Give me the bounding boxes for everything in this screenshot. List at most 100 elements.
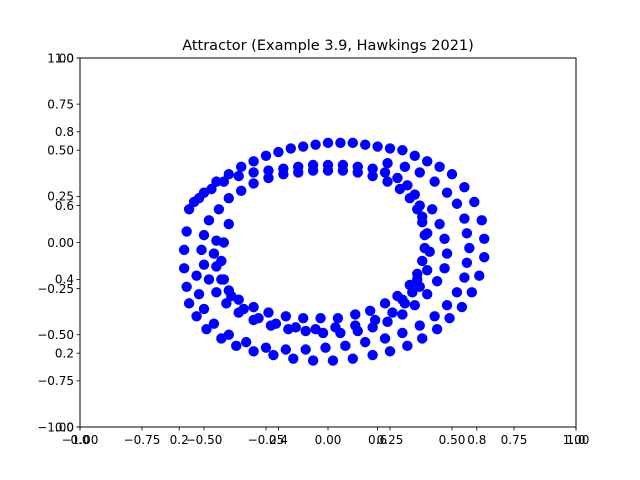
scatter-point <box>206 183 217 195</box>
scatter-point <box>479 233 490 245</box>
scatter-point <box>310 139 321 150</box>
primary-y-tick-label: −0.50 <box>37 328 74 342</box>
scatter-point <box>474 270 485 281</box>
scatter-point <box>263 172 274 184</box>
scatter-point <box>223 193 234 204</box>
scatter-point <box>367 349 378 361</box>
scatter-point <box>422 288 433 300</box>
scatter-point <box>320 342 331 353</box>
scatter-point <box>221 298 232 309</box>
scatter-point <box>379 333 391 344</box>
scatter-point <box>397 327 408 339</box>
scatter-point <box>263 165 274 176</box>
scatter-point <box>285 143 296 154</box>
scatter-point <box>456 301 468 313</box>
scatter-point <box>293 167 304 178</box>
scatter-point <box>335 137 346 149</box>
scatter-point <box>298 141 309 152</box>
scatter-point <box>260 150 272 161</box>
scatter-point <box>183 204 195 215</box>
scatter-point <box>203 215 215 226</box>
scatter-point <box>397 294 408 305</box>
scatter-point <box>300 325 311 337</box>
scatter-point <box>434 218 445 230</box>
primary-y-tick-label: 0.25 <box>47 190 74 204</box>
scatter-point <box>203 274 215 285</box>
scatter-point <box>208 248 220 259</box>
scatter-point <box>417 217 428 228</box>
scatter-point <box>248 156 259 167</box>
scatter-point <box>402 340 413 352</box>
primary-x-tick-label: 0.75 <box>501 433 528 447</box>
primary-y-tick-label: 0.50 <box>47 144 74 158</box>
scatter-point <box>223 329 234 340</box>
scatter-point <box>315 312 326 324</box>
scatter-point <box>407 287 418 298</box>
scatter-point <box>369 314 381 326</box>
secondary-y-tick-label: 0.6 <box>55 199 74 213</box>
primary-x-tick-label: −0.50 <box>186 433 223 447</box>
scatter-point <box>178 244 190 256</box>
scatter-point <box>340 340 351 352</box>
secondary-x-tick-label: 0.6 <box>368 433 387 447</box>
scatter-point <box>350 320 361 331</box>
secondary-x-tick-label: 0.8 <box>467 433 486 447</box>
scatter-point <box>196 244 207 256</box>
scatter-point <box>208 318 220 329</box>
scatter-point <box>198 303 210 315</box>
scatter-point <box>191 270 202 281</box>
scatter-point <box>178 263 190 274</box>
scatter-point <box>412 204 423 215</box>
scatter-point <box>372 141 383 152</box>
primary-y-tick-label: 0.00 <box>47 236 74 250</box>
secondary-x-tick-label: 0.2 <box>170 433 189 447</box>
secondary-y-tick-label: 0.0 <box>55 420 74 434</box>
scatter-point <box>218 274 230 285</box>
scatter-point <box>273 146 284 158</box>
scatter-point <box>307 355 319 366</box>
scatter-point <box>233 170 244 182</box>
scatter-point <box>461 257 473 268</box>
scatter-point <box>364 305 376 316</box>
plot-frame <box>79 57 577 428</box>
scatter-point <box>347 353 358 364</box>
scatter-point <box>379 167 391 178</box>
scatter-point <box>347 137 358 149</box>
secondary-y-tick-label: 0.4 <box>55 273 74 287</box>
scatter-point <box>414 167 425 178</box>
secondary-x-tick-label: 0.0 <box>70 433 89 447</box>
scatter-point <box>201 324 212 335</box>
scatter-point <box>459 213 470 224</box>
scatter-point <box>322 165 334 176</box>
scatter-point <box>218 237 230 248</box>
secondary-x-tick-label: 0.4 <box>269 433 288 447</box>
scatter-point <box>384 346 396 357</box>
scatter-point <box>211 176 222 187</box>
scatter-point <box>382 157 393 169</box>
scatter-point <box>298 312 309 324</box>
chart-title: Attractor (Example 3.9, Hawkings 2021) <box>182 38 474 54</box>
scatter-point <box>426 204 438 215</box>
primary-y-tick-label: −1.00 <box>37 420 74 434</box>
scatter-point <box>278 169 289 180</box>
scatter-point <box>414 320 425 331</box>
scatter-point <box>300 344 311 355</box>
scatter-point <box>223 218 234 230</box>
scatter-point <box>280 344 292 355</box>
scatter-point <box>181 226 192 237</box>
scatter-point <box>439 233 450 245</box>
scatter-point <box>352 167 363 178</box>
scatter-point <box>451 198 463 209</box>
scatter-point <box>441 187 453 198</box>
scatter-point <box>322 137 334 149</box>
scatter-point <box>417 255 428 267</box>
primary-x-tick-label: 0.00 <box>315 433 342 447</box>
scatter-point <box>332 312 344 324</box>
scatter-point <box>263 307 274 318</box>
scatter-point <box>191 311 202 322</box>
scatter-point <box>231 340 242 352</box>
scatter-point <box>429 311 440 322</box>
scatter-point <box>387 307 398 318</box>
scatter-point <box>330 322 341 333</box>
